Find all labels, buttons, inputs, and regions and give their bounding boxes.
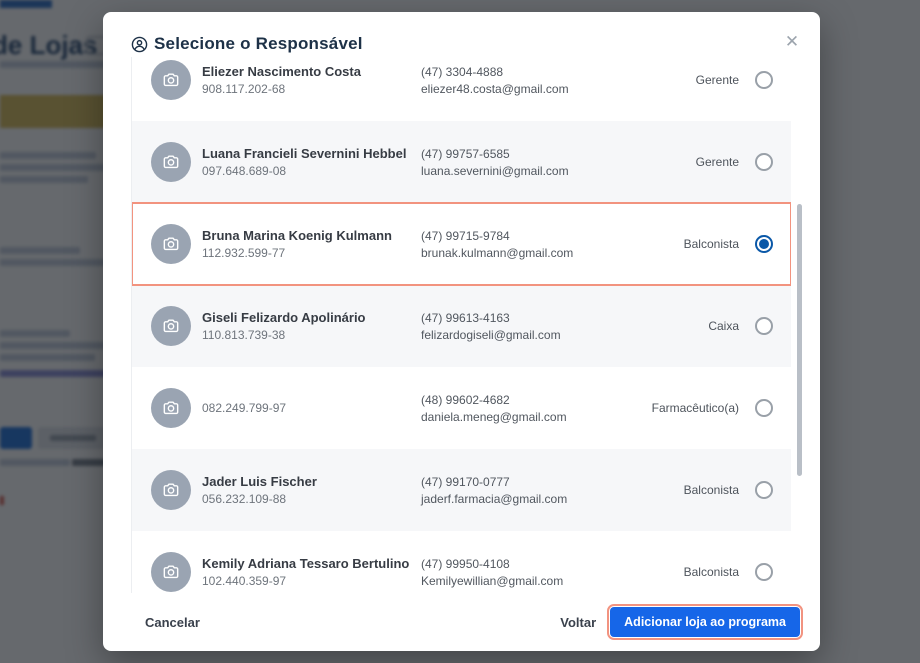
person-cpf: 102.440.359-97 (202, 574, 287, 588)
person-name: Giseli Felizardo Apolinário (202, 310, 366, 325)
camera-avatar-icon (151, 142, 191, 182)
add-store-to-program-button[interactable]: Adicionar loja ao programa (607, 604, 803, 640)
person-identity: Jader Luis Fischer 056.232.109-88 (202, 474, 421, 506)
person-role: Gerente (695, 155, 739, 169)
person-role: Farmacêutico(a) (651, 401, 739, 415)
camera-avatar-icon (151, 388, 191, 428)
person-cpf: 056.232.109-88 (202, 492, 287, 506)
responsible-list[interactable]: Eliezer Nascimento Costa 908.117.202-68 … (131, 57, 791, 593)
camera-avatar-icon (151, 306, 191, 346)
person-radio[interactable] (755, 71, 773, 89)
person-email: daniela.meneg@gmail.com (421, 409, 567, 424)
person-circle-icon (131, 36, 148, 53)
cancel-button[interactable]: Cancelar (145, 614, 200, 630)
person-row[interactable]: Luana Francieli Severnini Hebbel 097.648… (132, 121, 791, 203)
person-radio[interactable] (755, 481, 773, 499)
person-radio[interactable] (755, 563, 773, 581)
modal-header: Selecione o Responsável (131, 34, 363, 54)
person-row[interactable]: Eliezer Nascimento Costa 908.117.202-68 … (132, 57, 791, 121)
person-contact: (47) 99613-4163 felizardogiseli@gmail.co… (421, 311, 617, 342)
person-email: eliezer48.costa@gmail.com (421, 81, 569, 96)
person-phone: (47) 99715-9784 (421, 228, 510, 243)
person-email: Kemilyewillian@gmail.com (421, 573, 564, 588)
person-email: jaderf.farmacia@gmail.com (421, 491, 568, 506)
person-identity: Giseli Felizardo Apolinário 110.813.739-… (202, 310, 421, 342)
person-contact: (47) 99757-6585 luana.severnini@gmail.co… (421, 147, 617, 178)
close-icon[interactable]: ✕ (784, 32, 800, 51)
person-row[interactable]: Kemily Adriana Tessaro Bertulino 102.440… (132, 531, 791, 593)
person-role: Balconista (683, 565, 739, 579)
person-cpf: 082.249.799-97 (202, 401, 287, 415)
person-contact: (47) 99715-9784 brunak.kulmann@gmail.com (421, 229, 617, 260)
person-name: Jader Luis Fischer (202, 474, 317, 489)
person-radio[interactable] (755, 399, 773, 417)
camera-avatar-icon (151, 60, 191, 100)
person-name: Kemily Adriana Tessaro Bertulino (202, 556, 410, 571)
person-cpf: 110.813.739-38 (202, 328, 286, 342)
person-email: felizardogiseli@gmail.com (421, 327, 561, 342)
person-phone: (47) 99950-4108 (421, 556, 510, 571)
modal-title: Selecione o Responsável (154, 34, 363, 53)
scrollbar-thumb[interactable] (797, 204, 802, 476)
person-contact: (47) 3304-4888 eliezer48.costa@gmail.com (421, 65, 617, 96)
camera-avatar-icon (151, 470, 191, 510)
person-phone: (47) 99170-0777 (421, 474, 510, 489)
select-responsible-modal: Selecione o Responsável ✕ Eliezer Nascim… (103, 12, 820, 651)
person-name: Bruna Marina Koenig Kulmann (202, 228, 392, 243)
person-phone: (47) 99613-4163 (421, 310, 510, 325)
person-cpf: 097.648.689-08 (202, 164, 287, 178)
person-row[interactable]: Jader Luis Fischer 056.232.109-88 (47) 9… (132, 449, 791, 531)
person-row[interactable]: Giseli Felizardo Apolinário 110.813.739-… (132, 285, 791, 367)
person-role: Balconista (683, 483, 739, 497)
person-radio[interactable] (755, 153, 773, 171)
person-email: luana.severnini@gmail.com (421, 163, 569, 178)
person-contact: (47) 99950-4108 Kemilyewillian@gmail.com (421, 557, 617, 588)
person-email: brunak.kulmann@gmail.com (421, 245, 574, 260)
person-radio[interactable] (755, 235, 773, 253)
person-identity: Luana Francieli Severnini Hebbel 097.648… (202, 146, 421, 178)
person-role: Gerente (695, 73, 739, 87)
person-role: Balconista (683, 237, 739, 251)
person-row[interactable]: Bruna Marina Koenig Kulmann 112.932.599-… (132, 202, 791, 286)
person-name: Luana Francieli Severnini Hebbel (202, 146, 407, 161)
person-contact: (47) 99170-0777 jaderf.farmacia@gmail.co… (421, 475, 617, 506)
person-radio[interactable] (755, 317, 773, 335)
camera-avatar-icon (151, 552, 191, 592)
person-phone: (47) 3304-4888 (421, 64, 504, 79)
person-cpf: 908.117.202-68 (202, 82, 286, 96)
camera-avatar-icon (151, 224, 191, 264)
person-identity: Bruna Marina Koenig Kulmann 112.932.599-… (202, 228, 421, 260)
person-role: Caixa (708, 319, 739, 333)
person-contact: (48) 99602-4682 daniela.meneg@gmail.com (421, 393, 617, 424)
modal-footer: Cancelar Voltar Adicionar loja ao progra… (103, 593, 820, 651)
person-cpf: 112.932.599-77 (202, 246, 286, 260)
person-row[interactable]: 082.249.799-97 (48) 99602-4682 daniela.m… (132, 367, 791, 449)
person-identity: 082.249.799-97 (202, 401, 421, 415)
back-button[interactable]: Voltar (560, 614, 597, 630)
person-name: Eliezer Nascimento Costa (202, 64, 361, 79)
person-identity: Kemily Adriana Tessaro Bertulino 102.440… (202, 556, 421, 588)
person-phone: (48) 99602-4682 (421, 392, 510, 407)
person-identity: Eliezer Nascimento Costa 908.117.202-68 (202, 64, 421, 96)
person-phone: (47) 99757-6585 (421, 146, 510, 161)
